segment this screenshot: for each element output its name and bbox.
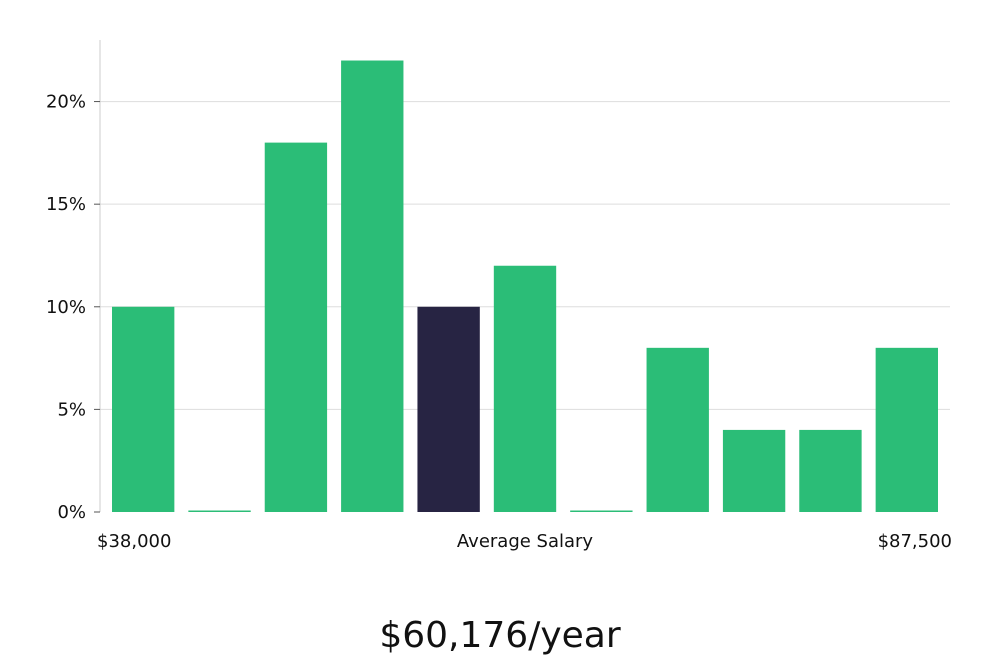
bar <box>875 347 938 512</box>
x-min-label: $38,000 <box>97 531 171 552</box>
bar <box>646 347 709 512</box>
bar <box>264 142 328 513</box>
y-tick-label: 10% <box>46 297 86 318</box>
y-tick-label: 5% <box>57 399 86 420</box>
x-max-label: $87,500 <box>878 531 952 552</box>
y-tick-label: 20% <box>46 92 86 113</box>
bars <box>112 60 938 513</box>
bar <box>799 429 862 512</box>
bar <box>188 510 251 512</box>
x-axis-label: Average Salary <box>457 531 594 552</box>
average-salary-value: $60,176/year <box>379 615 621 656</box>
y-tick-label: 15% <box>46 194 86 215</box>
bar <box>112 306 175 512</box>
bar-highlighted <box>417 306 480 512</box>
y-tick-labels: 0% 5% 10% 15% 20% <box>46 92 100 523</box>
bar <box>722 429 786 512</box>
bar <box>493 265 557 512</box>
bar <box>341 60 404 513</box>
bar <box>570 510 633 512</box>
y-tick-label: 0% <box>57 502 86 523</box>
